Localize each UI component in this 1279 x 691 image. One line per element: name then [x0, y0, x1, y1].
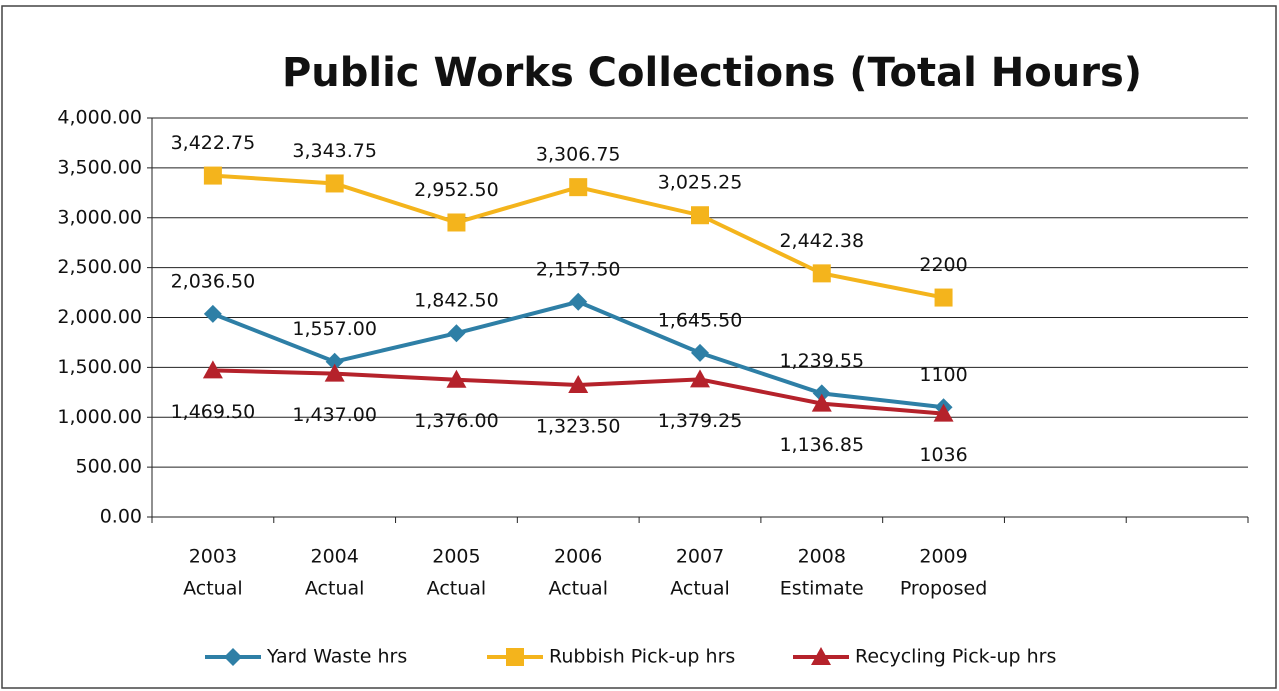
data-label: 1,557.00 — [292, 318, 377, 340]
x-tick-label: 2005 — [432, 546, 480, 568]
data-label: 3,343.75 — [292, 140, 377, 162]
marker — [812, 264, 831, 283]
data-label: 1,379.25 — [658, 410, 743, 432]
marker — [325, 352, 344, 371]
chart-title: Public Works Collections (Total Hours) — [282, 50, 1142, 96]
marker — [691, 206, 709, 225]
x-tick-label: 2007 — [676, 546, 724, 568]
marker — [690, 369, 710, 388]
x-tick-label: Actual — [183, 578, 243, 600]
marker — [224, 648, 242, 666]
data-label: 1,323.50 — [536, 415, 621, 437]
y-tick-label: 3,500.00 — [57, 156, 142, 178]
x-tick-label: 2009 — [919, 546, 967, 568]
data-label: 1,469.50 — [171, 401, 256, 423]
data-label: 1,136.85 — [779, 434, 864, 456]
y-tick-label: 2,000.00 — [57, 306, 142, 328]
data-label: 2,952.50 — [414, 179, 499, 201]
y-tick-label: 2,500.00 — [57, 256, 142, 278]
data-label: 2200 — [919, 254, 967, 276]
data-label: 3,306.75 — [536, 144, 621, 166]
marker — [691, 343, 709, 362]
marker — [811, 393, 832, 412]
y-tick-label: 0.00 — [100, 506, 142, 528]
marker — [324, 363, 345, 382]
marker — [934, 288, 953, 307]
data-label: 2,036.50 — [171, 270, 256, 292]
marker — [447, 324, 466, 343]
data-label: 3,422.75 — [171, 132, 256, 154]
x-tick-label: Estimate — [780, 578, 864, 600]
marker — [325, 174, 344, 193]
data-label: 1,437.00 — [292, 404, 377, 426]
data-label: 3,025.25 — [658, 172, 743, 194]
data-label: 1,842.50 — [414, 290, 499, 312]
data-label: 1,376.00 — [414, 410, 499, 432]
marker — [202, 360, 223, 379]
x-tick-label: Actual — [305, 578, 365, 600]
x-tick-label: 2004 — [310, 546, 358, 568]
frame — [1, 5, 1277, 689]
marker — [447, 213, 466, 232]
legend-label: Recycling Pick-up hrs — [855, 646, 1056, 668]
x-tick-label: Proposed — [900, 578, 987, 600]
x-tick-label: Actual — [548, 578, 608, 600]
marker — [203, 166, 222, 185]
data-label: 1,239.55 — [779, 350, 864, 372]
x-tick-label: Actual — [427, 578, 487, 600]
marker — [203, 304, 222, 323]
x-tick-label: 2008 — [798, 546, 846, 568]
data-label: 1036 — [919, 444, 967, 466]
marker — [506, 648, 524, 666]
legend-label: Rubbish Pick-up hrs — [549, 646, 735, 668]
marker — [446, 369, 467, 388]
data-label: 2,442.38 — [779, 230, 864, 252]
data-label: 1100 — [919, 364, 967, 386]
y-tick-label: 4,000.00 — [57, 107, 142, 129]
marker — [933, 403, 954, 422]
x-tick-label: 2006 — [554, 546, 602, 568]
marker — [569, 292, 588, 311]
data-label: 1,645.50 — [658, 309, 743, 331]
data-label: 2,157.50 — [536, 258, 621, 280]
legend-label: Yard Waste hrs — [266, 646, 407, 668]
marker — [568, 374, 589, 393]
y-tick-label: 3,000.00 — [57, 206, 142, 228]
x-tick-label: Actual — [670, 578, 730, 600]
marker — [811, 647, 831, 665]
marker — [569, 178, 588, 197]
x-tick-label: 2003 — [189, 546, 237, 568]
y-tick-label: 1,500.00 — [57, 356, 142, 378]
y-tick-label: 1,000.00 — [57, 406, 142, 428]
y-tick-label: 500.00 — [76, 456, 142, 478]
marker — [812, 384, 831, 403]
